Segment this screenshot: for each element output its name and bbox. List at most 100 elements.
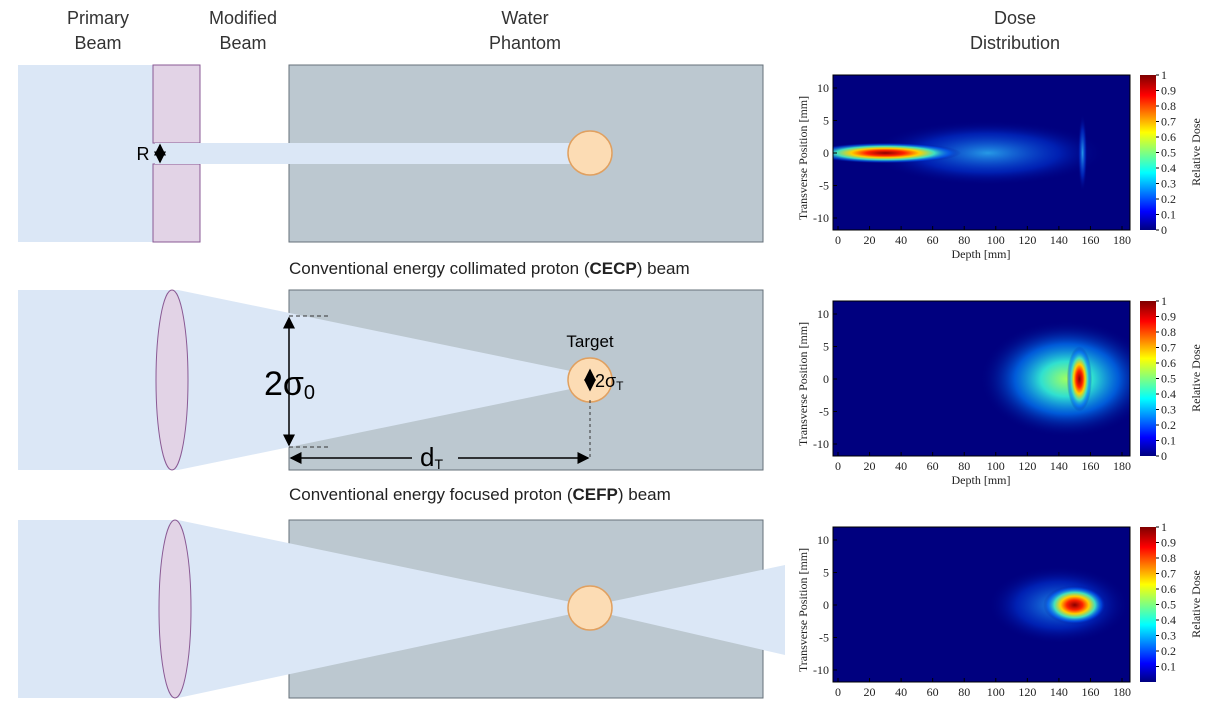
caption: Conventional energy focused proton (CEFP… xyxy=(289,485,671,504)
colorbar-tick-label: 1 xyxy=(1161,68,1167,82)
colorbar-tick-label: 0.9 xyxy=(1161,84,1176,98)
y-tick-label: -10 xyxy=(813,663,829,677)
x-tick-label: 20 xyxy=(864,685,876,699)
y-tick-label: 0 xyxy=(823,372,829,386)
header: Distribution xyxy=(970,33,1060,53)
y-tick-label: 10 xyxy=(817,81,829,95)
aperture-label: R xyxy=(137,144,150,164)
colorbar-tick-label: 0.2 xyxy=(1161,192,1176,206)
target-size-label: 2σT xyxy=(595,371,624,393)
x-axis-label: Depth [mm] xyxy=(952,247,1011,261)
x-tick-label: 140 xyxy=(1050,233,1068,247)
colorbar-tick-label: 0.4 xyxy=(1161,613,1176,627)
y-tick-label: -10 xyxy=(813,437,829,451)
x-tick-label: 100 xyxy=(987,685,1005,699)
x-tick-label: 160 xyxy=(1081,233,1099,247)
header: Beam xyxy=(74,33,121,53)
colorbar-label: Relative Dose xyxy=(1189,344,1203,412)
colorbar-tick-label: 0.4 xyxy=(1161,161,1176,175)
caption-text: Conventional energy focused proton ( xyxy=(289,485,573,504)
colorbar-tick-label: 0.8 xyxy=(1161,99,1176,113)
x-tick-label: 100 xyxy=(987,233,1005,247)
caption-bold: CEFP xyxy=(573,485,618,504)
primary-beam xyxy=(18,520,178,698)
y-tick-label: -10 xyxy=(813,211,829,225)
lens xyxy=(155,289,189,471)
y-axis-label: Transverse Position [mm] xyxy=(796,548,810,672)
header: Water xyxy=(501,8,548,28)
caption-text: ) beam xyxy=(618,485,671,504)
dose-region xyxy=(869,120,1107,186)
y-tick-label: 5 xyxy=(823,114,829,128)
y-tick-label: -5 xyxy=(819,631,829,645)
lens xyxy=(158,519,192,699)
x-tick-label: 60 xyxy=(927,459,939,473)
row-collimated: R Conventional energy collimated proton … xyxy=(18,64,764,278)
x-tick-label: 60 xyxy=(927,233,939,247)
colorbar-tick-label: 0.7 xyxy=(1161,115,1176,129)
collimator xyxy=(152,64,201,144)
primary-beam xyxy=(18,290,178,470)
colorbar-label: Relative Dose xyxy=(1189,118,1203,186)
x-tick-label: 0 xyxy=(835,685,841,699)
x-tick-label: 0 xyxy=(835,233,841,247)
colorbar-tick-label: 0.8 xyxy=(1161,325,1176,339)
header: Primary xyxy=(67,8,129,28)
header: Beam xyxy=(219,33,266,53)
colorbar-tick-label: 0.3 xyxy=(1161,177,1176,191)
dose-region xyxy=(1077,114,1088,192)
label-main: 2σ xyxy=(595,371,616,391)
heatmap xyxy=(980,320,1130,438)
header: Dose xyxy=(994,8,1036,28)
collimator xyxy=(152,163,201,243)
dose-region xyxy=(833,142,962,164)
colorbar-tick-label: 0.8 xyxy=(1161,551,1176,565)
colorbar-tick-label: 0.3 xyxy=(1161,629,1176,643)
x-tick-label: 180 xyxy=(1113,233,1131,247)
x-tick-label: 40 xyxy=(895,459,907,473)
colorbar xyxy=(1140,527,1156,682)
beamlet xyxy=(155,143,590,164)
caption-text: Conventional energy collimated proton ( xyxy=(289,259,590,278)
label-sub: T xyxy=(616,379,624,393)
row-focused: 2σ0 Target 2σT dT Conventional energy fo… xyxy=(18,289,764,504)
x-tick-label: 140 xyxy=(1050,685,1068,699)
y-tick-label: -5 xyxy=(819,405,829,419)
x-tick-label: 120 xyxy=(1018,459,1036,473)
colorbar-tick-label: 0.2 xyxy=(1161,418,1176,432)
y-tick-label: 0 xyxy=(823,146,829,160)
dose-region xyxy=(1066,346,1093,412)
label-main: 2σ xyxy=(264,365,304,403)
x-tick-label: 0 xyxy=(835,459,841,473)
target xyxy=(567,130,613,176)
colorbar-tick-label: 0.2 xyxy=(1161,644,1176,658)
colorbar-tick-label: 0.1 xyxy=(1161,434,1176,448)
x-tick-label: 160 xyxy=(1081,685,1099,699)
x-tick-label: 60 xyxy=(927,685,939,699)
x-tick-label: 140 xyxy=(1050,459,1068,473)
label-sub: 0 xyxy=(304,382,315,404)
caption: Conventional energy collimated proton (C… xyxy=(289,259,690,278)
caption-bold: CECP xyxy=(590,259,637,278)
x-tick-label: 40 xyxy=(895,685,907,699)
header: Modified xyxy=(209,8,277,28)
y-axis-label: Transverse Position [mm] xyxy=(796,322,810,446)
target-label: Target xyxy=(566,332,614,351)
beam-width-label: 2σ0 xyxy=(264,365,315,404)
row-converging xyxy=(18,519,785,699)
colorbar-tick-label: 0.7 xyxy=(1161,567,1176,581)
colorbar-tick-label: 0 xyxy=(1161,223,1167,237)
colorbar-tick-label: 0.3 xyxy=(1161,403,1176,417)
colorbar-tick-label: 0.5 xyxy=(1161,372,1176,386)
header: Phantom xyxy=(489,33,561,53)
colorbar-tick-label: 0.6 xyxy=(1161,130,1176,144)
colorbar-tick-label: 0.1 xyxy=(1161,208,1176,222)
colorbar-tick-label: 1 xyxy=(1161,294,1167,308)
x-tick-label: 80 xyxy=(958,233,970,247)
target-depth-label: dT xyxy=(420,442,443,472)
primary-beam xyxy=(18,65,155,242)
colorbar xyxy=(1140,75,1156,230)
